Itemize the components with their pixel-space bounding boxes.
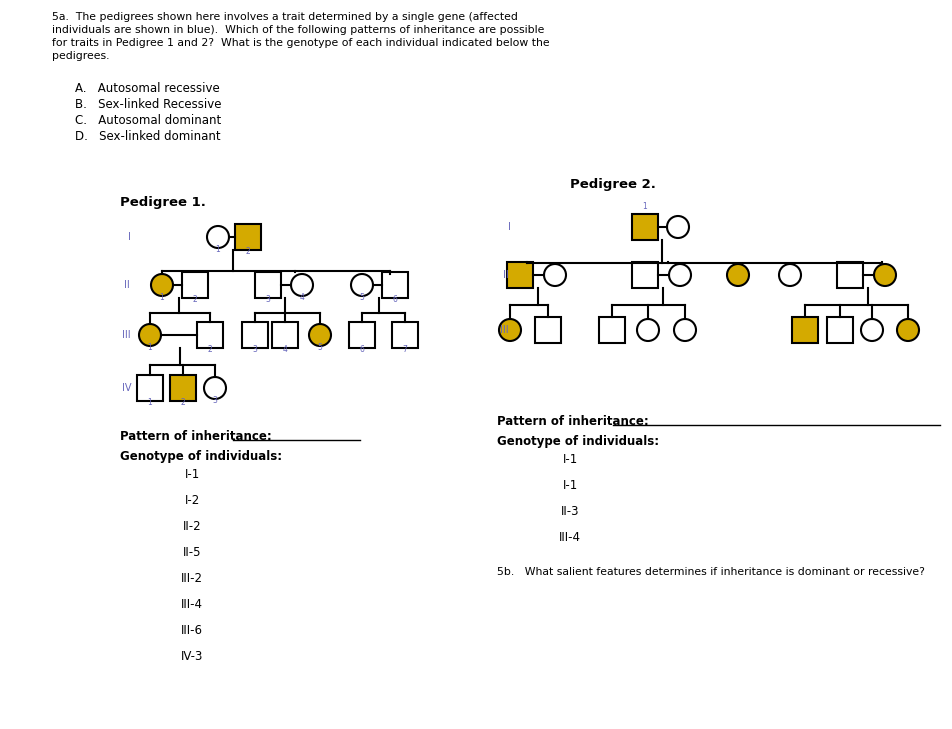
- Text: 1: 1: [160, 293, 165, 302]
- Bar: [632, 214, 658, 240]
- Text: I: I: [128, 232, 130, 242]
- Text: Pattern of inheritance:: Pattern of inheritance:: [120, 430, 271, 443]
- Bar: [242, 322, 268, 348]
- Text: for traits in Pedigree 1 and 2?  What is the genotype of each individual indicat: for traits in Pedigree 1 and 2? What is …: [52, 38, 549, 48]
- Circle shape: [861, 319, 883, 341]
- Circle shape: [637, 319, 659, 341]
- Text: Pedigree 1.: Pedigree 1.: [120, 196, 206, 209]
- Text: II: II: [124, 280, 129, 290]
- Bar: [170, 375, 196, 401]
- Text: 6: 6: [360, 345, 365, 354]
- Bar: [837, 262, 863, 288]
- Text: I: I: [508, 222, 511, 232]
- Circle shape: [204, 377, 226, 399]
- Bar: [137, 375, 163, 401]
- Circle shape: [151, 274, 173, 296]
- Text: II-2: II-2: [183, 520, 201, 533]
- Text: II-3: II-3: [561, 505, 579, 518]
- Bar: [535, 317, 561, 343]
- Text: II: II: [503, 270, 508, 280]
- Bar: [255, 272, 281, 298]
- Bar: [235, 224, 261, 250]
- Bar: [392, 322, 418, 348]
- Text: 1: 1: [643, 202, 647, 211]
- Text: 2: 2: [181, 398, 186, 407]
- Text: 6: 6: [392, 295, 397, 304]
- Text: 5b.   What salient features determines if inheritance is dominant or recessive?: 5b. What salient features determines if …: [497, 567, 925, 577]
- Circle shape: [351, 274, 373, 296]
- Text: IV: IV: [122, 383, 131, 393]
- Text: D.   Sex-linked dominant: D. Sex-linked dominant: [75, 130, 221, 143]
- Text: II-5: II-5: [183, 546, 201, 559]
- Text: Pattern of inheritance:: Pattern of inheritance:: [497, 415, 648, 428]
- Text: Pedigree 2.: Pedigree 2.: [570, 178, 656, 191]
- Text: 2: 2: [208, 345, 212, 354]
- Text: III: III: [122, 330, 130, 340]
- Text: A.   Autosomal recessive: A. Autosomal recessive: [75, 82, 220, 95]
- Bar: [507, 262, 533, 288]
- Bar: [792, 317, 818, 343]
- Text: 3: 3: [212, 396, 217, 405]
- Text: 5: 5: [318, 343, 323, 352]
- Bar: [827, 317, 853, 343]
- Circle shape: [897, 319, 919, 341]
- Text: 3: 3: [266, 295, 270, 304]
- Circle shape: [779, 264, 801, 286]
- Text: I-1: I-1: [563, 479, 578, 492]
- Text: Genotype of individuals:: Genotype of individuals:: [120, 450, 282, 463]
- Bar: [382, 272, 408, 298]
- Text: 1: 1: [215, 245, 220, 254]
- Text: I-2: I-2: [185, 494, 200, 507]
- Bar: [272, 322, 298, 348]
- Text: 2: 2: [192, 295, 197, 304]
- Circle shape: [291, 274, 313, 296]
- Circle shape: [544, 264, 566, 286]
- Circle shape: [499, 319, 521, 341]
- Text: 3: 3: [252, 345, 257, 354]
- Text: III-2: III-2: [181, 572, 203, 585]
- Circle shape: [874, 264, 896, 286]
- Text: 7: 7: [403, 345, 407, 354]
- Bar: [632, 262, 658, 288]
- Circle shape: [207, 226, 229, 248]
- Text: 5a.  The pedigrees shown here involves a trait determined by a single gene (affe: 5a. The pedigrees shown here involves a …: [52, 12, 518, 22]
- Circle shape: [139, 324, 161, 346]
- Text: B.   Sex-linked Recessive: B. Sex-linked Recessive: [75, 98, 222, 111]
- Text: 5: 5: [360, 293, 365, 302]
- Text: III-4: III-4: [181, 598, 203, 611]
- Text: 2: 2: [246, 247, 250, 256]
- Bar: [349, 322, 375, 348]
- Text: IV-3: IV-3: [181, 650, 203, 663]
- Text: Genotype of individuals:: Genotype of individuals:: [497, 435, 659, 448]
- Text: I-1: I-1: [185, 468, 200, 481]
- Text: C.   Autosomal dominant: C. Autosomal dominant: [75, 114, 221, 127]
- Circle shape: [727, 264, 749, 286]
- Bar: [197, 322, 223, 348]
- Text: 4: 4: [283, 345, 288, 354]
- Text: I-1: I-1: [563, 453, 578, 466]
- Text: 4: 4: [300, 293, 305, 302]
- Text: 1: 1: [148, 343, 152, 352]
- Circle shape: [674, 319, 696, 341]
- Text: III: III: [500, 325, 508, 335]
- Text: pedigrees.: pedigrees.: [52, 51, 109, 61]
- Text: III-6: III-6: [181, 624, 203, 637]
- Text: 1: 1: [148, 398, 152, 407]
- Bar: [599, 317, 625, 343]
- Bar: [182, 272, 208, 298]
- Circle shape: [667, 216, 689, 238]
- Circle shape: [669, 264, 691, 286]
- Text: III-4: III-4: [559, 531, 581, 544]
- Circle shape: [309, 324, 331, 346]
- Text: individuals are shown in blue).  Which of the following patterns of inheritance : individuals are shown in blue). Which of…: [52, 25, 545, 35]
